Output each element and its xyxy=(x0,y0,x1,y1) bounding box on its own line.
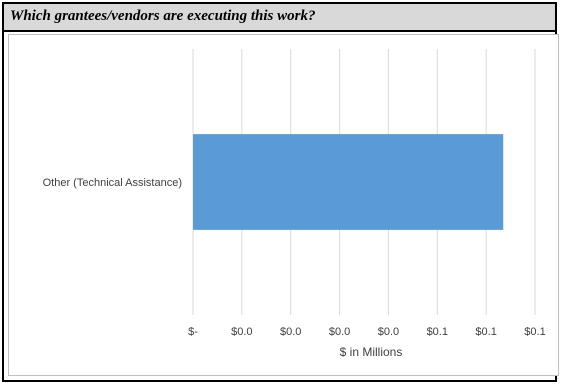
x-tick-label: $0.0 xyxy=(378,326,399,338)
category-labels: Other (Technical Assistance) xyxy=(43,177,182,189)
x-tick-label: $0.0 xyxy=(231,326,252,338)
bars xyxy=(193,134,504,230)
question-title: Which grantees/vendors are executing thi… xyxy=(10,8,316,24)
x-axis-title: $ in Millions xyxy=(340,345,403,359)
x-tick-label: $0.1 xyxy=(427,326,448,338)
chart-area: Other (Technical Assistance) $- $0.0 $0.0 $… xyxy=(8,34,559,376)
y-category-label: Other (Technical Assistance) xyxy=(43,177,182,189)
bar xyxy=(193,134,504,230)
x-tick-label: $0.0 xyxy=(329,326,350,338)
tick-labels: $- $0.0 $0.0 $0.0 $0.0 $0.1 $0.1 $0.1 xyxy=(188,326,546,338)
x-tick-label: $0.1 xyxy=(524,326,545,338)
x-tick-label: $- xyxy=(188,326,198,338)
question-header: Which grantees/vendors are executing thi… xyxy=(4,4,555,32)
x-tick-label: $0.0 xyxy=(280,326,301,338)
x-tick-label: $0.1 xyxy=(475,326,496,338)
bar-chart: Other (Technical Assistance) $- $0.0 $0.0 $… xyxy=(43,49,546,359)
